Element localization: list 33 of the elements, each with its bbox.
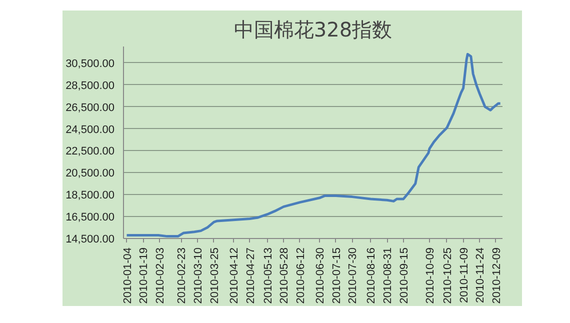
y-tick-label: 18,500.00 [66,190,114,202]
x-tick-label: 2010-12-09 [490,247,503,304]
x-tick-label: 2010-10-25 [442,247,454,304]
x-tick-label: 2010-02-03 [154,247,166,304]
y-tick-label: 22,500.00 [66,146,114,158]
x-tick-label: 2010-05-28 [278,247,291,304]
x-tick-label: 2010-01-04 [122,247,134,304]
y-tick-label: 24,500.00 [66,124,114,136]
y-tick-label: 14,500.00 [66,234,114,246]
y-tick-label: 28,500.00 [66,80,114,92]
x-tick-label: 2010-03-25 [208,247,221,304]
x-tick-label: 2010-06-12 [294,247,307,304]
x-tick-label: 2010-04-27 [244,247,257,304]
x-tick-label: 2010-08-16 [366,247,378,304]
x-tick-label: 2010-03-10 [192,247,205,304]
x-tick-label: 2010-09-15 [398,247,410,304]
x-tick-label: 2010-08-31 [382,247,394,304]
y-tick-label: 30,500.00 [66,58,114,70]
x-tick-label: 2010-11-24 [474,248,487,303]
x-tick-label: 2010-06-30 [314,247,327,304]
y-tick-label: 26,500.00 [66,102,114,114]
line-series [126,52,502,238]
x-tick-label: 2010-11-09 [458,248,470,303]
x-tick-label: 2010-07-15 [330,247,343,304]
y-tick-label: 16,500.00 [66,212,114,224]
x-tick-label: 2010-07-30 [347,247,360,304]
x-tick-label: 2010-01-19 [138,247,150,304]
x-tick-label: 2010-10-09 [424,247,437,304]
y-tick-label: 20,500.00 [66,168,114,180]
chart-title: 中国棉花328指数 [234,18,392,42]
x-tick-label: 2010-05-13 [262,247,274,304]
x-tick-label: 2010-04-12 [228,247,240,304]
x-tick-label: 2010-02-23 [176,247,188,304]
